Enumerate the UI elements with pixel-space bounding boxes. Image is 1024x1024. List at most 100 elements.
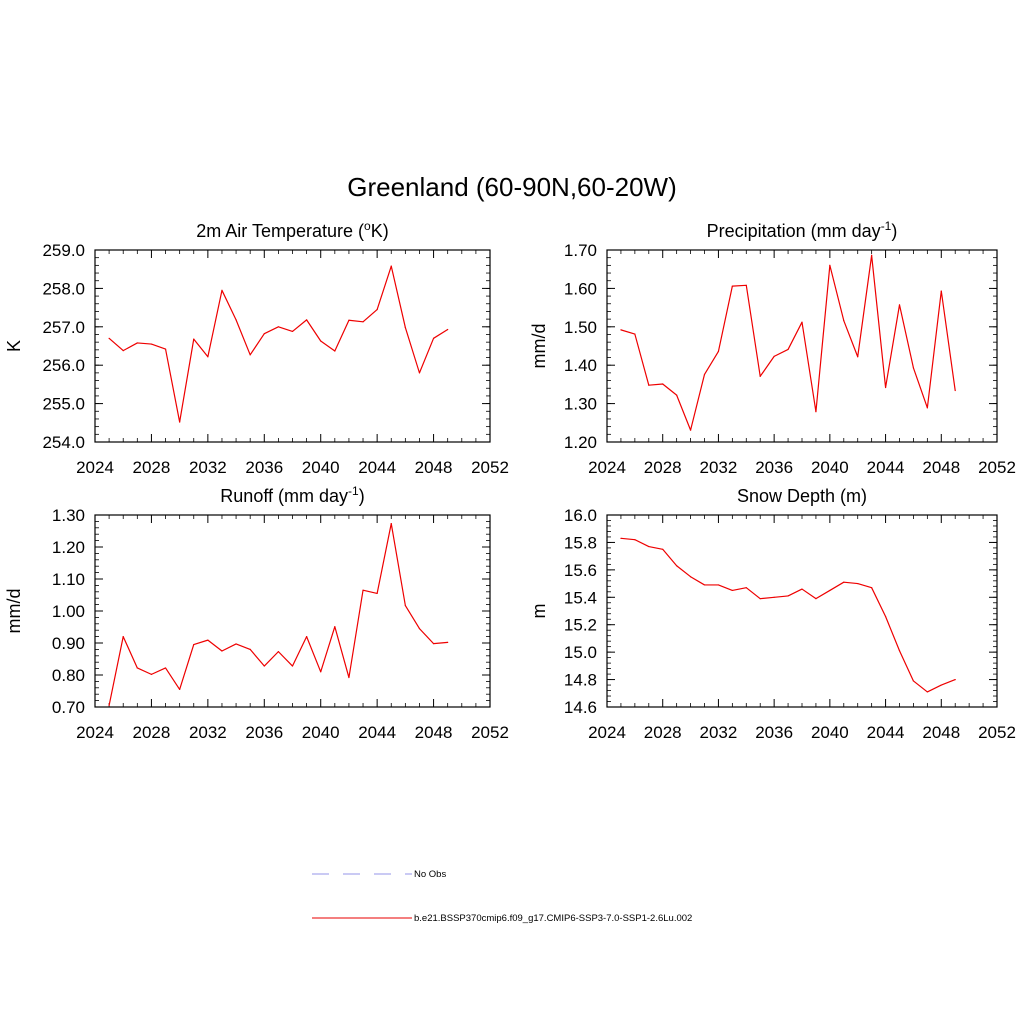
data-point — [912, 367, 915, 369]
data-point — [717, 584, 720, 586]
y-tick-label: 0.70 — [52, 698, 85, 717]
data-point — [731, 589, 733, 592]
data-point — [857, 582, 859, 585]
data-point — [815, 411, 817, 413]
x-tick-label: 2024 — [76, 723, 114, 742]
data-point — [447, 328, 449, 331]
panels: 2m Air Temperature (oK) K 2024 2028 2032 2036… — [4, 219, 1016, 742]
data-point — [348, 676, 350, 679]
x-tick-label: 2048 — [922, 723, 960, 742]
x-tick-label: 2044 — [867, 458, 905, 477]
data-point — [122, 636, 124, 638]
y-tick-label: 1.70 — [564, 241, 597, 260]
panel-title: Precipitation (mm day-1) — [707, 219, 898, 241]
data-point — [648, 384, 650, 386]
data-point — [306, 636, 308, 638]
x-tick-label: 2048 — [415, 458, 453, 477]
data-point — [926, 691, 928, 693]
data-point — [731, 285, 733, 287]
data-point — [829, 589, 831, 592]
x-tick-label: 2048 — [415, 723, 453, 742]
data-point — [717, 350, 720, 352]
data-point — [291, 665, 294, 667]
data-point — [348, 319, 350, 321]
x-tick-label: 2036 — [245, 723, 283, 742]
data-point — [122, 350, 124, 352]
data-point — [221, 289, 223, 291]
y-tick-label: 0.80 — [52, 666, 85, 685]
y-tick-label: 15.4 — [564, 588, 597, 607]
y-axis-label: mm/d — [4, 589, 24, 634]
x-tick-label: 2044 — [358, 458, 396, 477]
y-tick-label: 15.6 — [564, 561, 597, 580]
data-point — [179, 688, 181, 691]
x-tick-label: 2040 — [811, 723, 849, 742]
panel-1: 2m Air Temperature (oK) K 2024 2028 2032 2036… — [4, 219, 509, 477]
data-point — [940, 290, 942, 292]
data-point — [898, 650, 901, 652]
x-tick-label: 2028 — [644, 723, 682, 742]
x-tick-label: 2032 — [700, 458, 738, 477]
data-point — [193, 338, 195, 340]
data-point — [703, 584, 706, 586]
legend-label: b.e21.BSSP370cmip6.f09_g17.CMIP6-SSP3-7.… — [414, 913, 692, 924]
data-point — [912, 680, 915, 682]
y-tick-label: 1.50 — [564, 318, 597, 337]
plot-frame — [606, 514, 998, 708]
data-point — [703, 373, 706, 376]
y-tick-label: 1.10 — [52, 570, 85, 589]
data-point — [108, 337, 110, 339]
y-tick-label: 15.2 — [564, 616, 597, 635]
y-axis-label: K — [4, 340, 24, 352]
data-point — [447, 641, 449, 643]
plot-frame — [606, 249, 998, 443]
data-point — [263, 333, 265, 335]
data-point — [418, 628, 421, 630]
data-point — [689, 429, 692, 431]
data-point — [334, 350, 336, 352]
data-point — [898, 304, 901, 306]
data-point — [773, 596, 775, 598]
y-tick-label: 14.6 — [564, 698, 597, 717]
y-tick-label: 1.30 — [564, 395, 597, 414]
y-tick-label: 256.0 — [42, 356, 85, 375]
panel-2: Precipitation (mm day-1) mm/d 2024 2028 2032… — [529, 219, 1016, 477]
legend-item: No Obs — [312, 869, 446, 880]
data-point — [815, 598, 817, 600]
data-point — [207, 639, 209, 641]
data-point — [759, 375, 761, 377]
data-point — [745, 587, 747, 589]
y-tick-label: 1.60 — [564, 279, 597, 298]
figure-title: Greenland (60-90N,60-20W) — [347, 172, 677, 202]
data-point — [164, 348, 167, 350]
data-point — [136, 667, 138, 669]
y-tick-label: 15.8 — [564, 533, 597, 552]
x-tick-label: 2036 — [755, 458, 793, 477]
y-tick-label: 1.20 — [564, 433, 597, 452]
data-point — [857, 356, 859, 358]
series-line — [108, 523, 448, 706]
data-point — [179, 421, 181, 423]
x-tick-label: 2044 — [358, 723, 396, 742]
x-tick-label: 2028 — [644, 458, 682, 477]
data-point — [745, 284, 747, 286]
data-point — [954, 678, 956, 681]
legend: No Obs b.e21.BSSP370cmip6.f09_g17.CMIP6-S… — [312, 869, 692, 924]
x-tick-label: 2052 — [471, 458, 509, 477]
panel-title: 2m Air Temperature (oK) — [196, 219, 388, 241]
x-tick-label: 2032 — [189, 723, 227, 742]
data-point — [884, 615, 887, 618]
panel-3: Runoff (mm day-1) mm/d 2024 2028 2032 2036 204… — [4, 484, 509, 742]
x-tick-label: 2040 — [302, 723, 340, 742]
y-axis-label: m — [529, 604, 549, 619]
data-point — [689, 576, 692, 578]
y-axis-label: mm/d — [529, 324, 549, 369]
y-tick-label: 1.00 — [52, 602, 85, 621]
x-tick-label: 2028 — [133, 458, 171, 477]
data-point — [418, 372, 421, 374]
x-tick-label: 2040 — [302, 458, 340, 477]
x-tick-label: 2052 — [978, 723, 1016, 742]
legend-label: No Obs — [414, 869, 446, 880]
data-point — [954, 389, 956, 392]
